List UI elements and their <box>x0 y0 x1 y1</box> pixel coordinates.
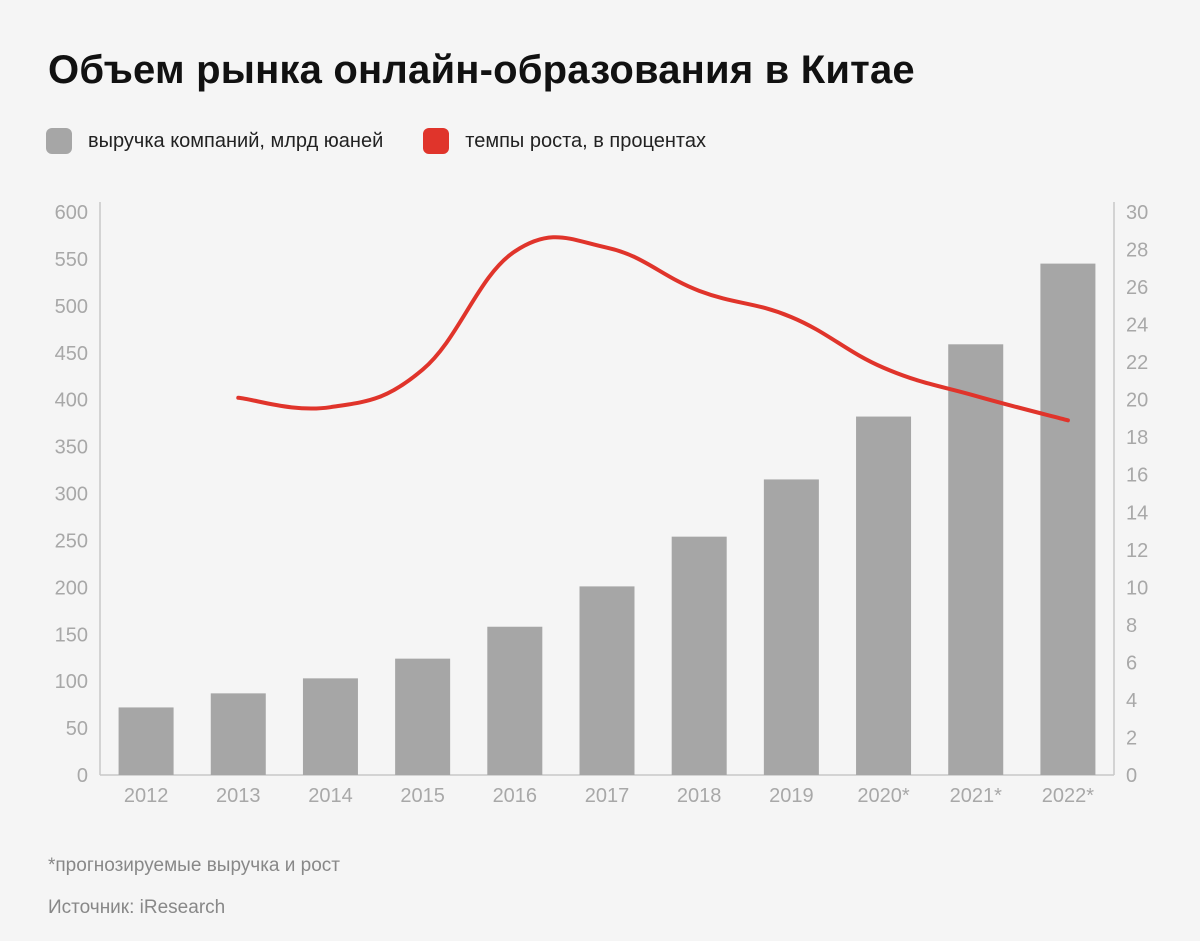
legend-item-growth: темпы роста, в процентах <box>423 128 706 154</box>
y-left-tick-label: 450 <box>55 343 88 365</box>
y-left-tick-label: 550 <box>55 249 88 271</box>
y-left-tick-label: 400 <box>55 390 88 412</box>
legend: выручка компаний, млрд юаней темпы роста… <box>46 128 746 154</box>
bar <box>395 658 451 775</box>
bar <box>302 678 358 775</box>
y-left-tick-label: 0 <box>77 765 88 787</box>
legend-swatch-growth <box>423 128 450 154</box>
bar <box>210 693 266 775</box>
x-tick-label: 2015 <box>400 785 445 807</box>
x-tick-label: 2016 <box>493 785 538 807</box>
y-right-tick-label: 2 <box>1126 727 1137 749</box>
y-right-tick-label: 12 <box>1126 540 1148 562</box>
bar <box>856 416 912 775</box>
y-left-tick-label: 200 <box>55 577 88 599</box>
y-right-tick-label: 0 <box>1126 765 1137 787</box>
bar <box>948 344 1004 775</box>
legend-label-revenue: выручка компаний, млрд юаней <box>88 129 384 152</box>
y-right-tick-label: 26 <box>1126 277 1148 299</box>
footnote: *прогнозируемые выручка и рост <box>48 855 340 876</box>
x-tick-label: 2021* <box>950 785 1002 807</box>
growth-line <box>236 235 1070 423</box>
y-right-tick-label: 10 <box>1126 577 1148 599</box>
y-left-tick-label: 150 <box>55 624 88 646</box>
x-tick-label: 2018 <box>677 785 722 807</box>
x-tick-label: 2017 <box>585 785 630 807</box>
bar <box>1040 263 1096 775</box>
y-left-tick-label: 350 <box>55 437 88 459</box>
bar <box>118 707 174 775</box>
y-left-tick-label: 50 <box>66 718 88 740</box>
x-tick-label: 2012 <box>124 785 169 807</box>
x-tick-label: 2014 <box>308 785 353 807</box>
y-right-tick-label: 8 <box>1126 615 1137 637</box>
y-right-tick-label: 30 <box>1126 202 1148 224</box>
legend-label-growth: темпы роста, в процентах <box>465 129 706 152</box>
source-label: Источник: iResearch <box>48 897 226 918</box>
y-left-tick-label: 250 <box>55 530 88 552</box>
y-right-tick-label: 6 <box>1126 652 1137 674</box>
y-left-tick-label: 100 <box>55 671 88 693</box>
y-right-tick-label: 14 <box>1126 502 1148 524</box>
y-right-tick-label: 18 <box>1126 427 1148 449</box>
legend-swatch-revenue <box>46 128 72 154</box>
legend-item-revenue: выручка компаний, млрд юаней <box>46 128 383 154</box>
y-right-tick-label: 24 <box>1126 315 1148 337</box>
y-right-tick-label: 4 <box>1126 690 1137 712</box>
x-tick-label: 2019 <box>769 785 814 807</box>
x-tick-label: 2013 <box>216 785 261 807</box>
bar <box>579 586 635 775</box>
bar <box>671 536 727 775</box>
bar <box>487 626 543 775</box>
y-right-tick-label: 28 <box>1126 240 1148 262</box>
y-right-tick-label: 22 <box>1126 352 1148 374</box>
y-left-tick-label: 600 <box>55 202 88 224</box>
x-tick-label: 2020* <box>857 785 909 807</box>
y-left-tick-label: 300 <box>55 484 88 506</box>
x-tick-label: 2022* <box>1042 785 1094 807</box>
y-left-tick-label: 500 <box>55 296 88 318</box>
y-right-tick-label: 16 <box>1126 465 1148 487</box>
chart-title: Объем рынка онлайн-образования в Китае <box>48 48 915 92</box>
y-right-tick-label: 20 <box>1126 390 1148 412</box>
bar <box>763 479 819 775</box>
